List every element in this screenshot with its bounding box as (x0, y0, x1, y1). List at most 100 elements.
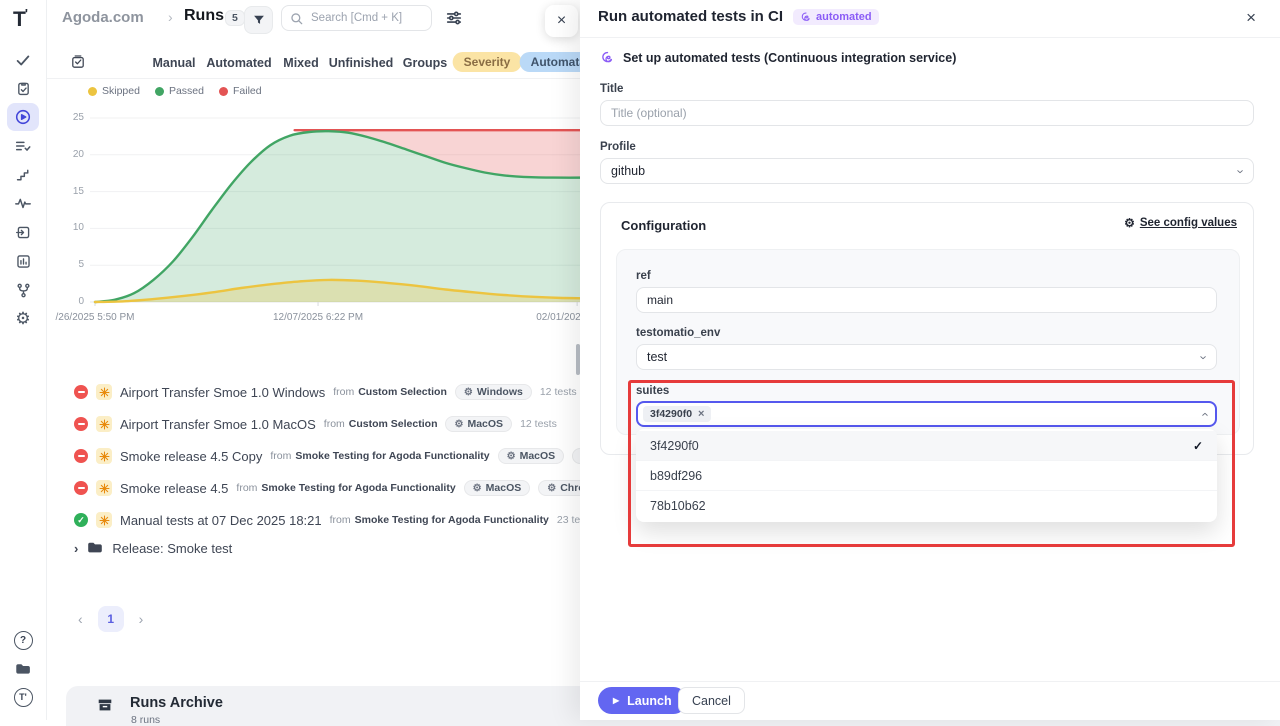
gear-icon: ⚙ (454, 419, 463, 430)
flaky-spark-icon (96, 384, 112, 400)
tasks-check-icon[interactable] (7, 46, 39, 74)
launch-button[interactable]: ▶ Launch (598, 687, 687, 714)
title-input[interactable] (600, 100, 1254, 126)
drawer-edge-close-button[interactable]: × (545, 5, 578, 37)
help-icon[interactable]: ? (7, 626, 39, 654)
legend-item-skipped[interactable]: Skipped (88, 85, 140, 97)
run-from-label: from (324, 418, 345, 430)
close-icon: × (557, 12, 566, 30)
cancel-button[interactable]: Cancel (678, 687, 745, 714)
suites-multiselect[interactable]: 3f4290f0 × › (636, 401, 1217, 427)
chart-y-axis: 0510152025 (58, 108, 84, 308)
option-label: b89df296 (650, 469, 702, 483)
run-tests-count: 12 tests (540, 386, 577, 398)
suites-selected-tag: 3f4290f0 × (643, 406, 711, 422)
run-title[interactable]: Airport Transfer Smoe 1.0 Windows (120, 385, 325, 400)
next-page-button[interactable]: › (133, 607, 150, 631)
tab-severity[interactable]: Severity (453, 52, 522, 72)
steps-icon[interactable] (7, 161, 39, 189)
breadcrumb-separator: › (168, 9, 173, 25)
run-from-label: from (333, 386, 354, 398)
breadcrumb-section[interactable]: Runs (184, 7, 224, 25)
reports-icon[interactable] (7, 247, 39, 275)
drawer-title: Run automated tests in CI (598, 8, 783, 25)
title-label: Title (600, 83, 623, 95)
x-tick-label: /26/2025 5:50 PM (56, 312, 135, 323)
search-box[interactable] (281, 5, 432, 31)
failed-status-icon (74, 449, 88, 463)
flaky-spark-icon (96, 512, 112, 528)
legend-label: Skipped (102, 85, 140, 97)
projects-folder-icon[interactable] (7, 654, 39, 682)
chevron-down-icon: › (1196, 355, 1211, 359)
see-config-values-link[interactable]: ⚙ See config values (1124, 217, 1237, 229)
chevron-up-icon: › (1196, 412, 1211, 416)
y-tick-label: 15 (73, 186, 84, 197)
archive-count: 8 runs (131, 714, 160, 726)
os-badge-label: MacOS (520, 450, 556, 462)
app-logo-icon[interactable]: T' (13, 6, 27, 32)
drawer-close-button[interactable]: × (1246, 8, 1256, 28)
tab-manual[interactable]: Manual (150, 53, 197, 73)
gear-icon: ⚙ (1124, 217, 1135, 229)
settings-gear-icon[interactable]: ⚙ (7, 304, 39, 332)
selected-check-icon: ✓ (1193, 439, 1203, 453)
os-badge: ⚙MacOS (498, 448, 565, 464)
testomatio-env-select[interactable]: test › (636, 344, 1217, 370)
test-plans-icon[interactable] (7, 74, 39, 102)
tab-groups[interactable]: Groups (401, 53, 449, 73)
profile-logo-icon[interactable]: T' (7, 683, 39, 711)
gear-icon: ⚙ (547, 483, 556, 494)
pulse-icon[interactable] (7, 189, 39, 217)
legend-item-failed[interactable]: Failed (219, 85, 262, 97)
search-icon (290, 12, 303, 25)
run-group-folder[interactable]: › Release: Smoke test (74, 540, 232, 556)
suites-option-b89df296[interactable]: b89df296 (636, 461, 1217, 491)
suites-label: suites (636, 385, 669, 397)
run-source: Custom Selection (349, 418, 438, 430)
search-input[interactable] (309, 11, 423, 25)
x-tick-label: 12/07/2025 6:22 PM (273, 312, 363, 323)
runs-history-chart (90, 108, 582, 308)
suites-option-3f4290f0[interactable]: 3f4290f0 ✓ (636, 431, 1217, 461)
flaky-spark-icon (96, 448, 112, 464)
pagination: ‹ 1 › (72, 606, 149, 632)
failed-status-icon (74, 481, 88, 495)
os-badge: ⚙MacOS (464, 480, 531, 496)
profile-select[interactable]: github › (600, 158, 1254, 184)
tab-automated[interactable]: Automated (204, 53, 273, 73)
filter-button[interactable] (244, 6, 273, 34)
tab-mixed[interactable]: Mixed (281, 53, 320, 73)
remove-tag-icon[interactable]: × (698, 408, 704, 420)
ref-label: ref (636, 270, 651, 282)
import-icon[interactable] (7, 218, 39, 246)
folder-label: Release: Smoke test (112, 541, 232, 556)
breadcrumb-project[interactable]: Agoda.com (62, 9, 144, 26)
run-title[interactable]: Manual tests at 07 Dec 2025 18:21 (120, 513, 322, 528)
play-icon: ▶ (613, 696, 619, 705)
tab-unfinished[interactable]: Unfinished (327, 53, 396, 73)
y-tick-label: 20 (73, 149, 84, 160)
view-settings-icon[interactable] (445, 9, 463, 32)
branches-icon[interactable] (7, 276, 39, 304)
suites-option-78b10b62[interactable]: 78b10b62 (636, 491, 1217, 520)
run-title[interactable]: Smoke release 4.5 (120, 481, 228, 496)
scrollbar-thumb[interactable] (576, 344, 580, 375)
legend-item-passed[interactable]: Passed (155, 85, 204, 97)
testomatio-env-label: testomatio_env (636, 327, 720, 339)
gear-icon: ⚙ (473, 483, 482, 494)
archive-title: Runs Archive (130, 695, 223, 711)
suites-list-icon[interactable] (7, 132, 39, 160)
run-title[interactable]: Airport Transfer Smoe 1.0 MacOS (120, 417, 316, 432)
y-tick-label: 0 (78, 296, 84, 307)
option-label: 78b10b62 (650, 499, 706, 513)
prev-page-button[interactable]: ‹ (72, 607, 89, 631)
ref-input[interactable] (636, 287, 1217, 313)
option-label: 3f4290f0 (650, 439, 699, 453)
run-title[interactable]: Smoke release 4.5 Copy (120, 449, 262, 464)
page-1-button[interactable]: 1 (98, 606, 124, 632)
expand-chevron-icon[interactable]: › (74, 541, 78, 556)
batch-select-icon[interactable] (70, 54, 86, 75)
runs-icon[interactable] (7, 103, 39, 131)
run-from-label: from (330, 514, 351, 526)
